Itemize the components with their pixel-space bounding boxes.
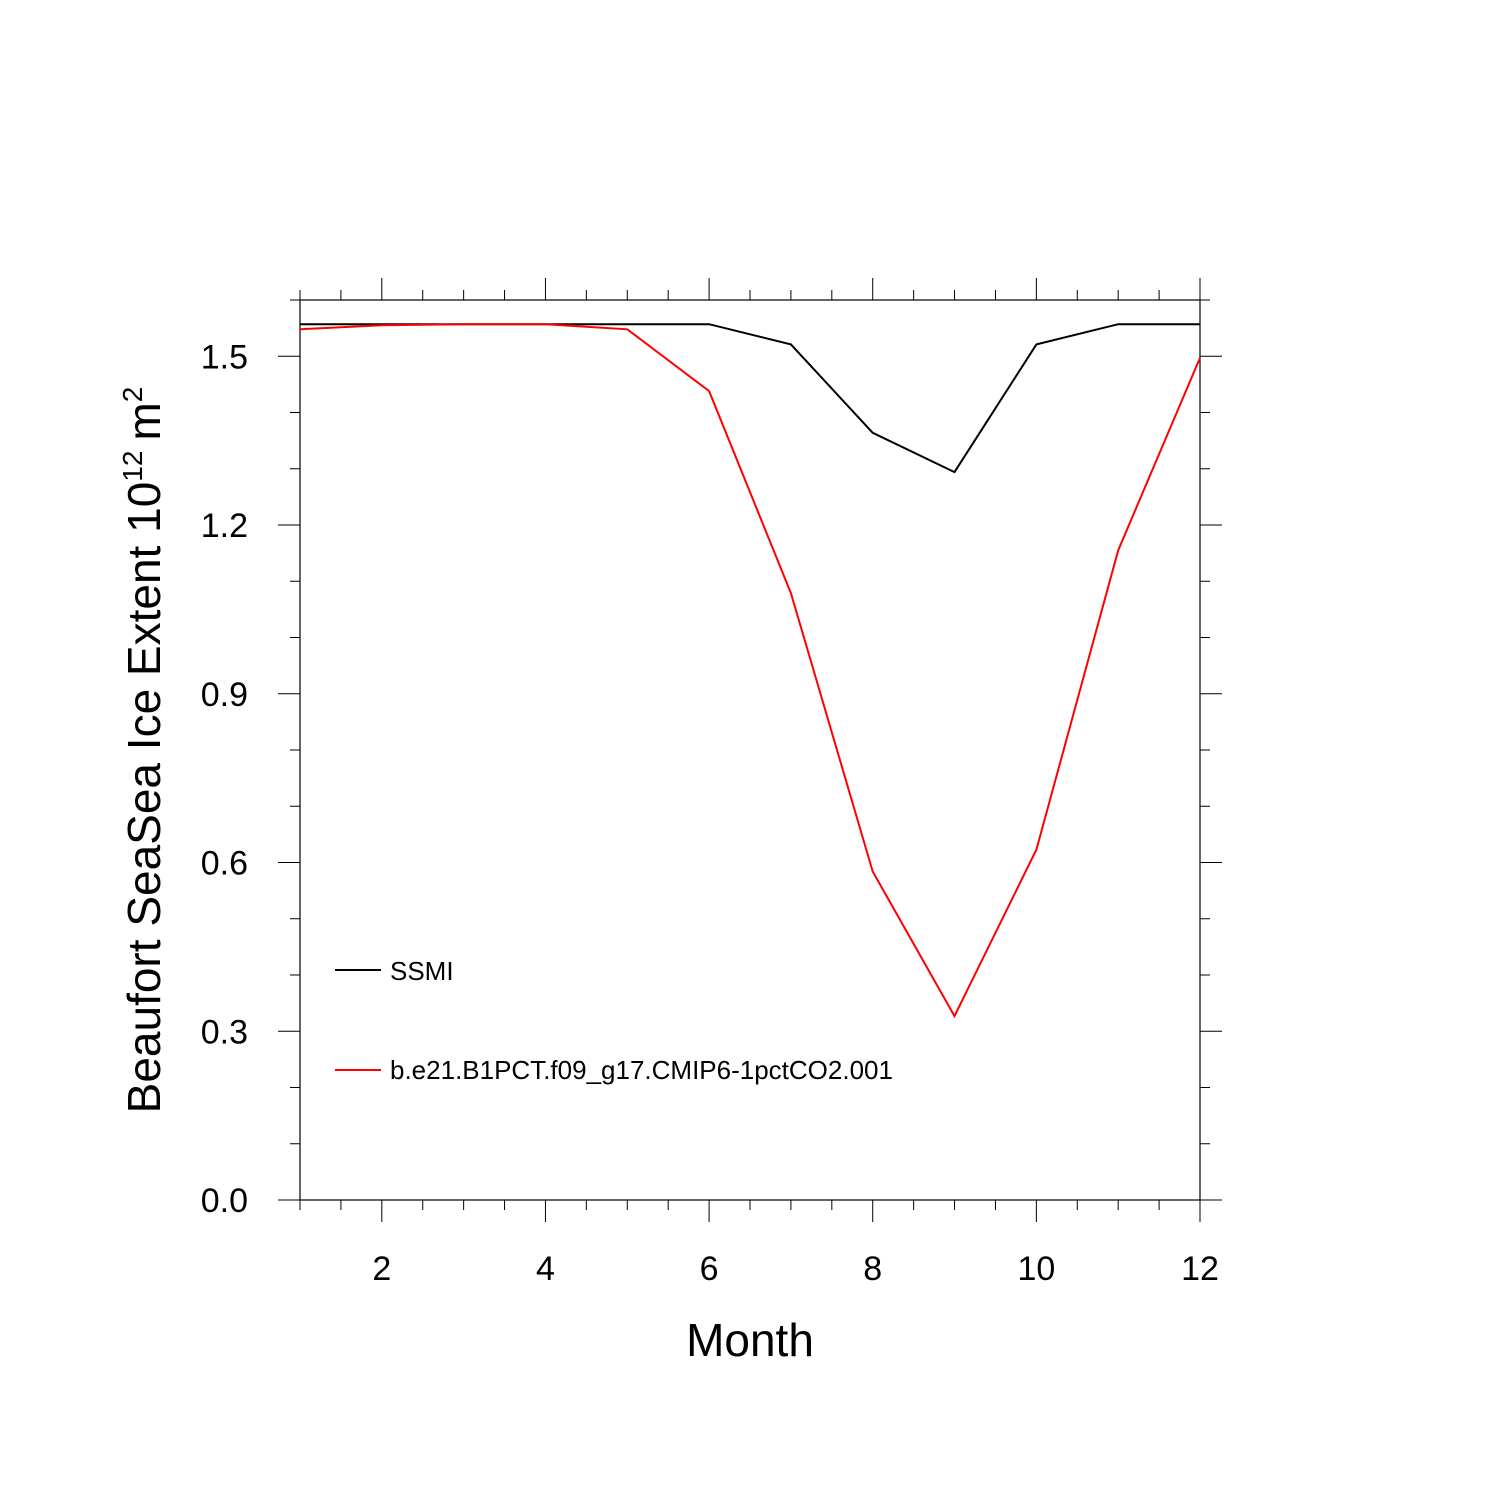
x-tick-label: 6 (700, 1250, 719, 1288)
y-tick-label: 1.5 (201, 338, 248, 376)
series-lines (299, 323, 1201, 1019)
x-tick-label: 8 (863, 1250, 882, 1288)
series-line-cmip6 (299, 323, 1201, 1019)
x-axis-title: Month (686, 1314, 814, 1366)
y-axis-title-main: Beaufort SeaSea Ice Extent 10 (118, 482, 170, 1114)
series-line-ssmi (300, 323, 1200, 474)
y-tick-label: 0.0 (201, 1182, 248, 1220)
y-tick-label: 0.6 (201, 845, 248, 883)
y-axis-title-unit-exponent: 2 (117, 387, 148, 403)
y-axis-title: Beaufort SeaSea Ice Extent 1012 m2 (117, 387, 170, 1114)
y-tick-labels: 0.0 0.3 0.6 0.9 1.2 1.5 (201, 338, 248, 1220)
x-tick-label: 4 (536, 1250, 555, 1288)
legend-label-ssmi: SSMI (390, 956, 454, 986)
legend-label-cmip6: b.e21.B1PCT.f09_g17.CMIP6-1pctCO2.001 (390, 1055, 893, 1085)
x-tick-label: 2 (372, 1250, 391, 1288)
y-tick-label: 0.9 (201, 676, 248, 714)
y-tick-label: 1.2 (201, 507, 248, 545)
ticks (278, 278, 1222, 1222)
y-axis-title-unit: m (118, 402, 170, 440)
legend: SSMI b.e21.B1PCT.f09_g17.CMIP6-1pctCO2.0… (335, 956, 893, 1085)
x-tick-label: 10 (1017, 1250, 1055, 1288)
axes: 2 4 6 8 10 12 0.0 0.3 0.6 0.9 1.2 1.5 (201, 278, 1222, 1288)
x-tick-labels: 2 4 6 8 10 12 (372, 1250, 1219, 1288)
x-tick-label: 12 (1181, 1250, 1219, 1288)
y-tick-label: 0.3 (201, 1013, 248, 1051)
y-axis-title-exponent: 12 (117, 451, 148, 482)
